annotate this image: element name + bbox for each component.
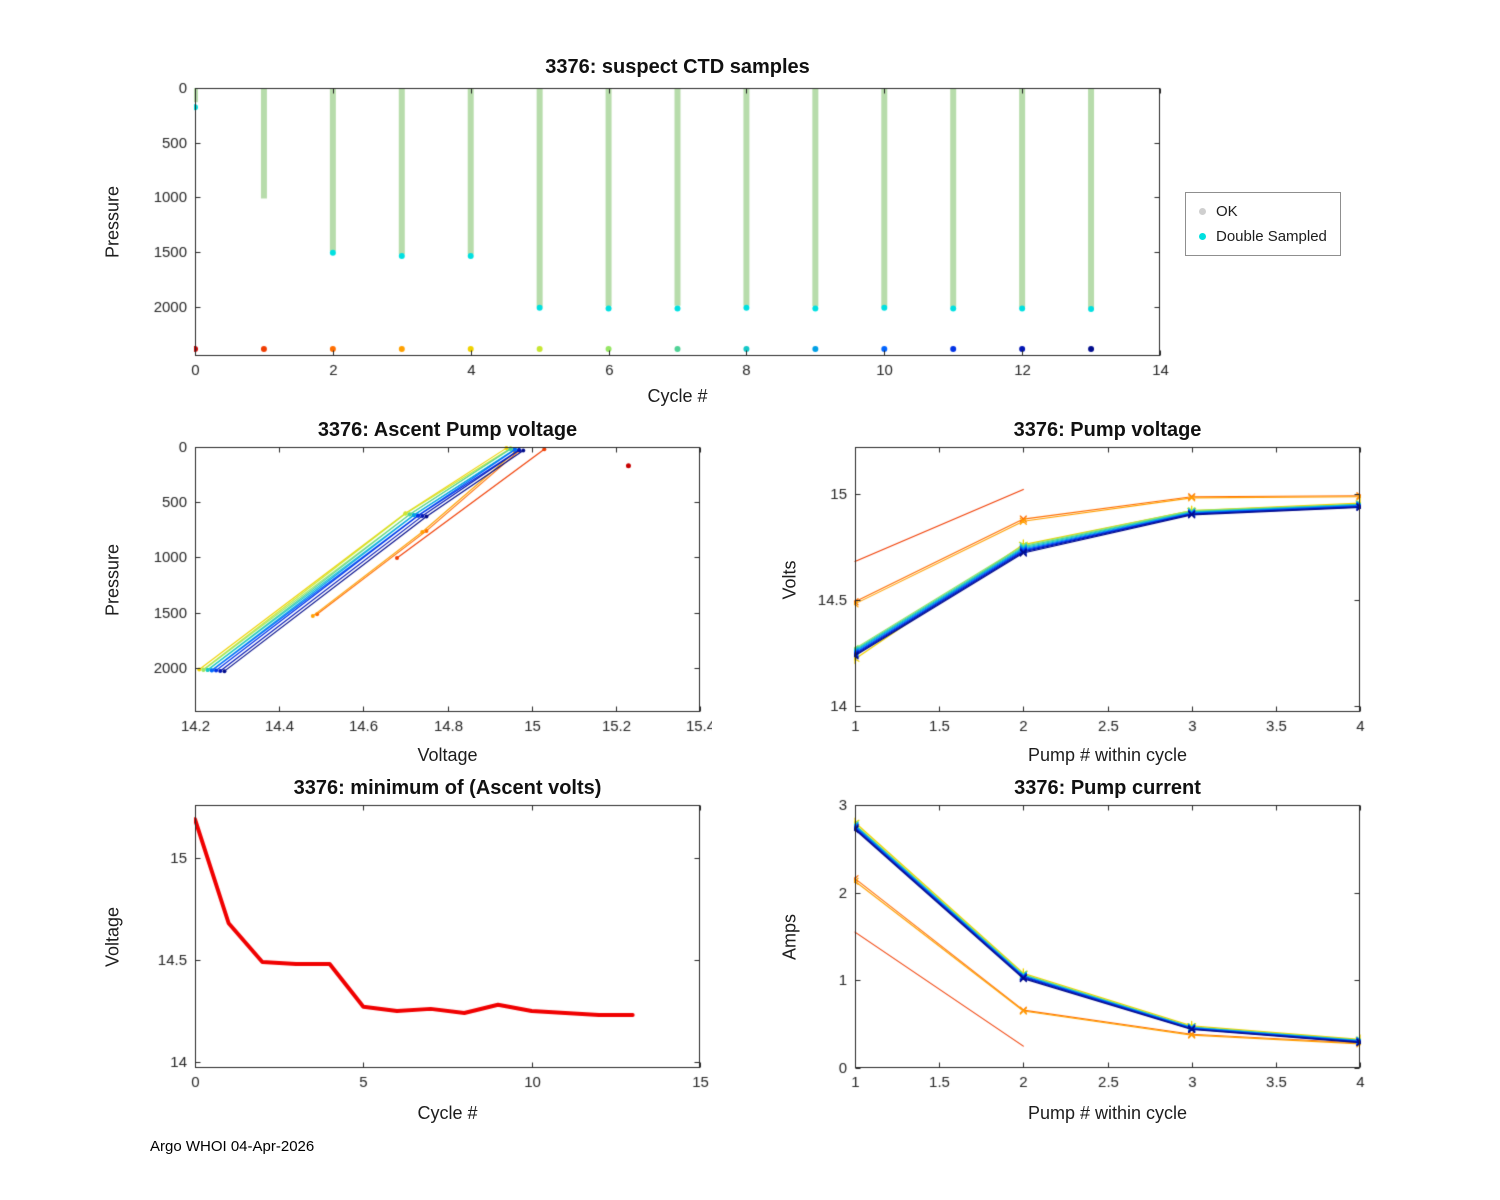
pump-current-title: 3376: Pump current — [1014, 777, 1201, 799]
legend-label-double-sampled: Double Sampled — [1216, 228, 1327, 245]
pump-voltage-xlabel: Pump # within cycle — [1027, 745, 1188, 765]
ctd-samples-xlabel: Cycle # — [647, 386, 708, 406]
ctd-samples-title: 3376: suspect CTD samples — [545, 56, 810, 78]
pump-current-plot — [800, 795, 1372, 1096]
legend-entry-ok: OK — [1199, 203, 1327, 220]
ascent-pump-voltage-ylabel: Pressure — [102, 543, 123, 617]
ascent-pump-voltage-title: 3376: Ascent Pump voltage — [317, 419, 578, 441]
legend-label-ok: OK — [1216, 203, 1238, 220]
pump-voltage-title: 3376: Pump voltage — [1013, 419, 1202, 441]
legend-entry-double-sampled: Double Sampled — [1199, 228, 1327, 245]
ok-marker-icon — [1199, 208, 1206, 215]
double-sampled-marker-icon — [1199, 233, 1206, 240]
pump-voltage-plot — [800, 437, 1372, 740]
pump-current-xlabel: Pump # within cycle — [1027, 1103, 1188, 1123]
ctd-samples-ylabel: Pressure — [102, 185, 123, 259]
ascent-pump-voltage-xlabel: Voltage — [417, 745, 478, 765]
pump-current-ylabel: Amps — [779, 913, 800, 961]
pump-voltage-ylabel: Volts — [779, 560, 800, 600]
ctd-samples-plot — [140, 78, 1172, 384]
min-ascent-volts-title: 3376: minimum of (Ascent volts) — [293, 777, 602, 799]
figure-footer: Argo WHOI 04-Apr-2026 — [150, 1138, 315, 1155]
min-ascent-volts-xlabel: Cycle # — [417, 1103, 478, 1123]
min-ascent-volts-ylabel: Voltage — [102, 906, 123, 968]
min-ascent-volts-plot — [140, 795, 712, 1096]
ascent-pump-voltage-plot — [140, 437, 712, 740]
legend: OK Double Sampled — [1185, 192, 1341, 256]
